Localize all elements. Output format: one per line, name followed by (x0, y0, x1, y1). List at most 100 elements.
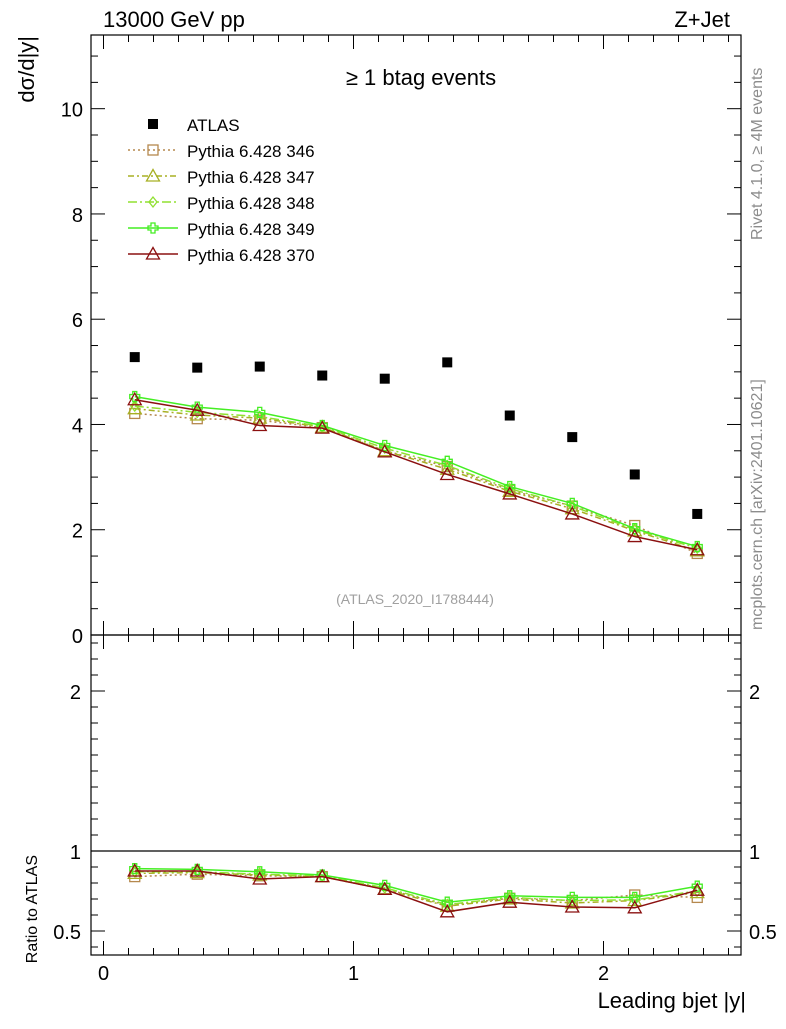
mcplots-reference-label: mcplots.cern.ch [arXiv:2401.10621] (749, 379, 766, 630)
legend-series-2-label: Pythia 6.428 347 (187, 168, 315, 187)
series-5-ratio-point (627, 899, 643, 914)
ratio-tick-label: 1 (749, 842, 760, 864)
legend-series-1-marker (147, 144, 159, 156)
series-5-ratio-point (252, 871, 268, 885)
main-axis-ticks: 0 2 4 6 8 10 (61, 55, 741, 648)
atlas-data-points (129, 352, 703, 519)
y-tick-label: 8 (72, 205, 83, 227)
legend-atlas-label: ATLAS (187, 116, 240, 135)
legend-series-3-label: Pythia 6.428 348 (187, 194, 315, 213)
series-5-line (134, 398, 698, 551)
atlas-data-point (254, 361, 265, 372)
atlas-data-point (379, 373, 390, 384)
y-tick-label: 4 (72, 415, 83, 437)
series-4-ratio-line (134, 867, 698, 903)
series-1-point (191, 413, 203, 425)
x-tick-label: 2 (598, 963, 609, 985)
main-series-group (127, 390, 705, 560)
legend-atlas-marker (148, 119, 158, 129)
series-5-ratio-point (314, 868, 330, 883)
y-tick-label: 2 (72, 521, 83, 543)
atlas-data-point (129, 352, 140, 363)
series-5-point (627, 528, 643, 543)
atlas-data-point (442, 357, 453, 368)
series-5-point (377, 444, 393, 458)
y-axis-title: dσ/d|y| (14, 36, 39, 103)
ratio-tick-label: 0.5 (53, 922, 81, 944)
series-5-point (127, 391, 143, 406)
series-2-ratio-line (134, 871, 698, 907)
legend-series-3-marker (148, 195, 158, 209)
series-4-point (254, 406, 266, 419)
series-2-line (134, 407, 698, 552)
x-tick-label: 1 (348, 963, 359, 985)
series-5-ratio-point (502, 894, 518, 908)
y-tick-label: 10 (61, 100, 83, 122)
legend-series-1-label: Pythia 6.428 346 (187, 142, 315, 161)
series-4-point (191, 401, 203, 413)
series-4-point (316, 419, 328, 432)
x-axis-ticks: 0 1 2 (98, 35, 729, 985)
series-5-point (564, 506, 580, 520)
ratio-tick-label: 2 (70, 682, 81, 704)
series-4-ratio-point (691, 880, 703, 892)
series-4-line (134, 395, 698, 548)
atlas-data-point (692, 508, 703, 519)
series-3-line (134, 405, 698, 549)
series-5-point (252, 417, 268, 432)
series-4-point (129, 390, 141, 403)
series-5-point (189, 402, 205, 416)
series-5-ratio-point (189, 863, 205, 877)
series-3-ratio-line (134, 871, 698, 906)
series-4-point (379, 439, 391, 452)
legend-series-2-marker (145, 168, 161, 182)
legend-series-5-marker (145, 246, 161, 260)
ratio-axis-ticks: 0.5 0.5 1 1 2 2 (53, 642, 777, 948)
legend-series-4-label: Pythia 6.428 349 (187, 220, 315, 239)
x-tick-label: 0 (98, 963, 109, 985)
series-4-ratio-point (566, 891, 578, 904)
ratio-tick-label: 1 (70, 842, 81, 864)
analysis-watermark: (ATLAS_2020_I1788444) (336, 591, 494, 607)
rivet-version-label: Rivet 4.1.0, ≥ 4M events (749, 68, 766, 240)
series-4-ratio-point (504, 890, 516, 902)
x-axis-title: Leading bjet |y| (598, 988, 746, 1013)
series-5-ratio-line (134, 870, 698, 913)
ratio-tick-label: 2 (749, 682, 760, 704)
series-5-ratio-point (689, 882, 705, 896)
series-4-point (691, 540, 703, 553)
series-4-ratio-point (629, 891, 641, 904)
series-5-point (689, 541, 705, 556)
y-tick-label: 6 (72, 310, 83, 332)
header-process-label: Z+Jet (674, 7, 730, 32)
atlas-data-point (567, 432, 578, 443)
series-4-point (566, 497, 578, 510)
series-4-ratio-point (441, 896, 453, 908)
series-4-point (441, 455, 453, 467)
ratio-plot-frame (90, 634, 742, 956)
y-tick-label: 0 (72, 626, 83, 648)
series-5-point (502, 486, 518, 500)
series-4-ratio-point (129, 862, 141, 875)
ratio-axis-title: Ratio to ATLAS (24, 855, 41, 963)
ratio-series-group (127, 862, 705, 918)
ratio-tick-label: 0.5 (749, 922, 777, 944)
series-5-point (439, 466, 455, 481)
atlas-data-point (317, 370, 328, 381)
series-5-ratio-point (377, 881, 393, 896)
atlas-data-point (629, 469, 640, 480)
legend-series-4-marker (147, 222, 159, 234)
atlas-data-point (504, 410, 515, 421)
header-energy-label: 13000 GeV pp (103, 7, 245, 32)
series-5-ratio-point (439, 903, 455, 918)
legend-series-5-label: Pythia 6.428 370 (187, 246, 315, 265)
series-5-ratio-point (564, 899, 580, 913)
series-3-ratio-point (442, 898, 453, 911)
series-5-point (314, 420, 330, 434)
legend: ATLAS Pythia 6.428 346 Pythia 6.428 347 Pyt… (128, 116, 315, 265)
atlas-data-point (192, 362, 203, 373)
series-5-ratio-point (127, 863, 143, 877)
panel-title: ≥ 1 btag events (346, 65, 496, 90)
